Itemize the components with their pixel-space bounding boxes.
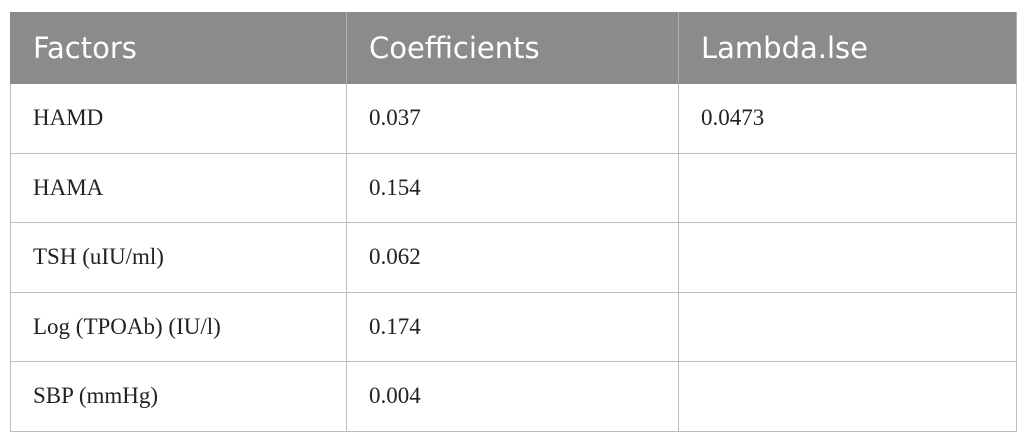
table-cell: 0.154 xyxy=(346,152,679,223)
table-body: HAMD 0.037 0.0473 HAMA 0.154 TSH (uIU/ml) 0.06… xyxy=(10,83,1017,432)
table-row: HAMD 0.037 0.0473 xyxy=(10,83,1017,154)
table-row: Log (TPOAb) (IU/l) 0.174 xyxy=(10,291,1017,362)
table-cell: 0.037 xyxy=(346,83,679,154)
table-cell xyxy=(678,361,1017,432)
table-cell: HAMA xyxy=(10,152,347,223)
header-cell: Factors xyxy=(10,12,347,84)
header-cell: Coefficients xyxy=(346,12,679,84)
table-cell: 0.0473 xyxy=(678,83,1017,154)
header-row: Factors Coefficients Lambda.lse xyxy=(10,12,1017,84)
table-cell: SBP (mmHg) xyxy=(10,361,347,432)
table-cell xyxy=(678,222,1017,293)
table-cell: 0.004 xyxy=(346,361,679,432)
header-cell: Lambda.lse xyxy=(678,12,1017,84)
table-row: TSH (uIU/ml) 0.062 xyxy=(10,222,1017,293)
table-row: HAMA 0.154 xyxy=(10,152,1017,223)
table-cell: HAMD xyxy=(10,83,347,154)
table-cell: Log (TPOAb) (IU/l) xyxy=(10,291,347,362)
table-cell xyxy=(678,291,1017,362)
table-row: SBP (mmHg) 0.004 xyxy=(10,361,1017,432)
table-cell: 0.174 xyxy=(346,291,679,362)
table-cell: 0.062 xyxy=(346,222,679,293)
table: Factors Coefficients Lambda.lse HAMD 0.037 0… xyxy=(10,12,1017,432)
table-container: Factors Coefficients Lambda.lse HAMD 0.037 0… xyxy=(10,12,1017,432)
table-cell: TSH (uIU/ml) xyxy=(10,222,347,293)
table-cell xyxy=(678,152,1017,223)
